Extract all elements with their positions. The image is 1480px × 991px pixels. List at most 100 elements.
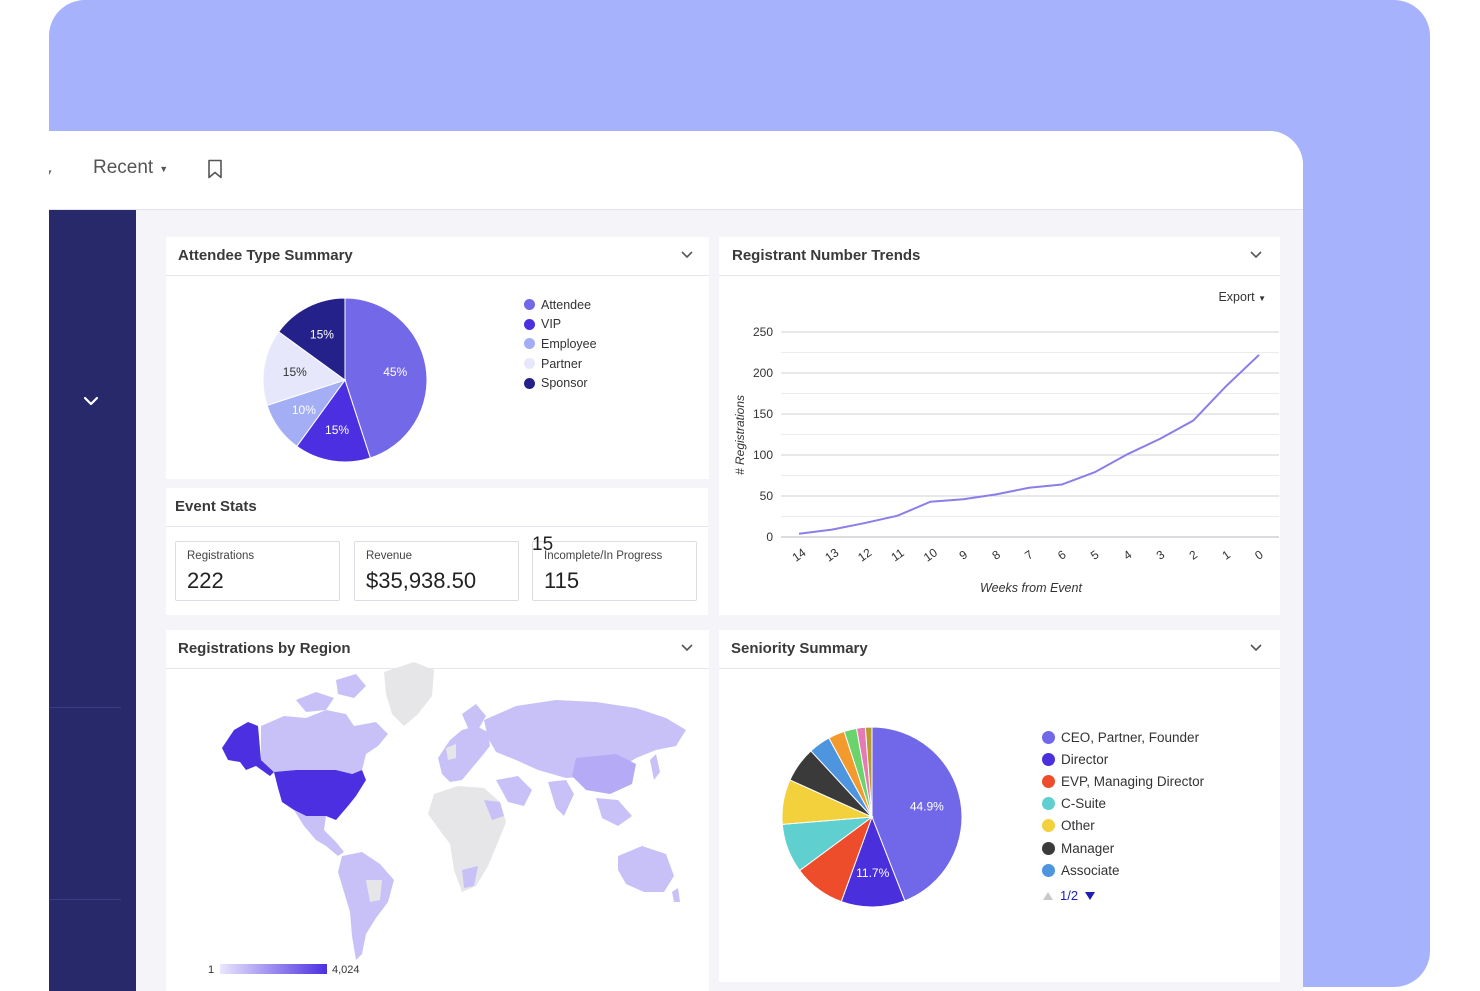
stat-registrations: Registrations 222 bbox=[175, 541, 340, 601]
legend-item[interactable]: Employee bbox=[524, 334, 597, 354]
x-tick-label: 10 bbox=[921, 545, 940, 564]
pie-slice[interactable] bbox=[871, 726, 963, 902]
series-line[interactable] bbox=[798, 354, 1260, 535]
legend-label: Director bbox=[1061, 751, 1109, 767]
legend-label: Manager bbox=[1061, 840, 1115, 856]
sidebar bbox=[49, 210, 136, 991]
legend-swatch bbox=[1042, 819, 1055, 833]
caret-down-icon[interactable]: ▾ bbox=[49, 167, 52, 177]
pie-slice[interactable] bbox=[277, 297, 346, 381]
y-tick-label: 50 bbox=[760, 489, 774, 503]
legend-swatch bbox=[1042, 797, 1055, 811]
map-region-australia bbox=[618, 846, 674, 892]
bookmark-icon[interactable] bbox=[207, 159, 223, 179]
legend-item[interactable]: Attendee bbox=[524, 295, 597, 315]
pie-slice[interactable] bbox=[262, 331, 347, 406]
map-scale-max: 4,024 bbox=[332, 964, 360, 976]
card-title: Event Stats bbox=[175, 498, 257, 515]
legend-swatch bbox=[1042, 752, 1055, 766]
y-tick-label: 150 bbox=[753, 407, 773, 421]
legend-swatch bbox=[524, 299, 535, 311]
map-region-europe bbox=[438, 726, 490, 782]
x-tick-label: 3 bbox=[1154, 547, 1168, 562]
export-label: Export bbox=[1218, 290, 1255, 304]
chevron-down-icon[interactable] bbox=[1250, 644, 1262, 652]
x-tick-label: 6 bbox=[1055, 547, 1069, 562]
legend-item[interactable]: VIP bbox=[524, 315, 597, 335]
pie-slice-label: 44.9% bbox=[910, 800, 944, 814]
stat-label: Incomplete/In Progress bbox=[544, 550, 663, 562]
x-axis-label: Weeks from Event bbox=[980, 581, 1082, 595]
legend-item[interactable]: Associate bbox=[1042, 859, 1204, 881]
pie-slice-label: 11.7% bbox=[856, 866, 889, 880]
legend-swatch bbox=[524, 338, 535, 350]
legend-swatch bbox=[1042, 841, 1055, 855]
x-tick-label: 13 bbox=[822, 545, 841, 564]
x-tick-label: 5 bbox=[1088, 547, 1102, 562]
legend-label: VIP bbox=[541, 317, 562, 332]
legend-pager: 1/2 bbox=[1042, 888, 1096, 903]
chevron-down-icon[interactable] bbox=[681, 251, 693, 259]
seniority-pie-chart: 44.9% 11.7% bbox=[781, 726, 963, 908]
chevron-down-icon[interactable] bbox=[83, 396, 99, 406]
legend-item[interactable]: C-Suite bbox=[1042, 793, 1204, 815]
map-region-south-america bbox=[338, 852, 394, 960]
card-title: Seniority Summary bbox=[731, 640, 868, 657]
legend-label: Employee bbox=[541, 336, 597, 351]
legend-item[interactable]: Sponsor bbox=[524, 373, 597, 393]
pie-slice[interactable] bbox=[840, 815, 906, 908]
map-region-africa bbox=[428, 786, 506, 892]
sidebar-divider bbox=[49, 899, 121, 900]
pie-slice[interactable] bbox=[344, 297, 428, 459]
legend-item[interactable]: CEO, Partner, Founder bbox=[1042, 726, 1204, 748]
pie-slice-label: 15% bbox=[325, 423, 349, 437]
chevron-down-icon[interactable] bbox=[1250, 251, 1262, 259]
card-header: Event Stats bbox=[166, 488, 708, 527]
x-tick-label: 1 bbox=[1219, 547, 1233, 562]
registrant-trends-card: Registrant Number Trends Export ▼ 0 50 100… bbox=[719, 237, 1280, 615]
page-down-icon[interactable] bbox=[1084, 891, 1096, 901]
legend-label: Other bbox=[1061, 818, 1095, 834]
y-axis-label: # Registrations bbox=[733, 395, 747, 475]
export-dropdown[interactable]: Export ▼ bbox=[1218, 290, 1266, 304]
recent-dropdown[interactable]: Recent ▼ bbox=[93, 157, 168, 179]
legend-label: Attendee bbox=[541, 297, 592, 312]
legend-item[interactable]: Partner bbox=[524, 354, 597, 374]
y-tick-label: 0 bbox=[766, 530, 773, 544]
caret-down-icon: ▼ bbox=[159, 164, 169, 174]
legend-label: Associate bbox=[1061, 862, 1120, 878]
x-tick-label: 7 bbox=[1022, 547, 1036, 562]
legend-item[interactable]: Manager bbox=[1042, 837, 1204, 859]
legend-item[interactable]: EVP, Managing Director bbox=[1042, 770, 1204, 792]
pie-slice[interactable] bbox=[296, 378, 371, 463]
legend-swatch bbox=[1042, 863, 1055, 877]
card-header: Registrant Number Trends bbox=[719, 237, 1280, 276]
legend-swatch bbox=[1042, 730, 1055, 744]
legend-swatch bbox=[524, 358, 535, 370]
seniority-card: Seniority Summary 44.9% 11.7% CEO, Partne… bbox=[719, 630, 1280, 982]
card-title: Registrations by Region bbox=[178, 640, 351, 657]
y-tick-label: 250 bbox=[753, 325, 773, 339]
x-tick-label: 2 bbox=[1187, 547, 1201, 562]
map-region-alaska bbox=[222, 722, 274, 776]
legend-label: Sponsor bbox=[541, 376, 588, 391]
map-region-asia bbox=[484, 700, 686, 778]
x-tick-label: 14 bbox=[790, 545, 809, 564]
pie-slice-label: 15% bbox=[310, 328, 334, 342]
stat-incomplete: Incomplete/In Progress 115 bbox=[532, 541, 697, 601]
legend-item[interactable]: Other bbox=[1042, 815, 1204, 837]
card-title: Registrant Number Trends bbox=[732, 247, 921, 264]
world-map: 1 4,024 bbox=[208, 662, 686, 976]
page-up-icon[interactable] bbox=[1042, 891, 1054, 901]
card-header: Attendee Type Summary bbox=[166, 237, 709, 276]
seniority-legend: CEO, Partner, Founder Director EVP, Managi… bbox=[1042, 726, 1204, 881]
chevron-down-icon[interactable] bbox=[681, 644, 693, 652]
y-tick-label: 100 bbox=[753, 448, 773, 462]
legend-item[interactable]: Director bbox=[1042, 748, 1204, 770]
pie-slice[interactable] bbox=[864, 726, 873, 818]
stat-revenue: Revenue $35,938.50 bbox=[354, 541, 519, 601]
app-window: ▾ Recent ▼ Attendee Type Summary 45% 15% 1… bbox=[49, 131, 1303, 991]
region-card: Registrations by Region bbox=[166, 630, 709, 991]
pie-slice-label: 10% bbox=[292, 403, 316, 417]
legend-swatch bbox=[1042, 774, 1055, 788]
